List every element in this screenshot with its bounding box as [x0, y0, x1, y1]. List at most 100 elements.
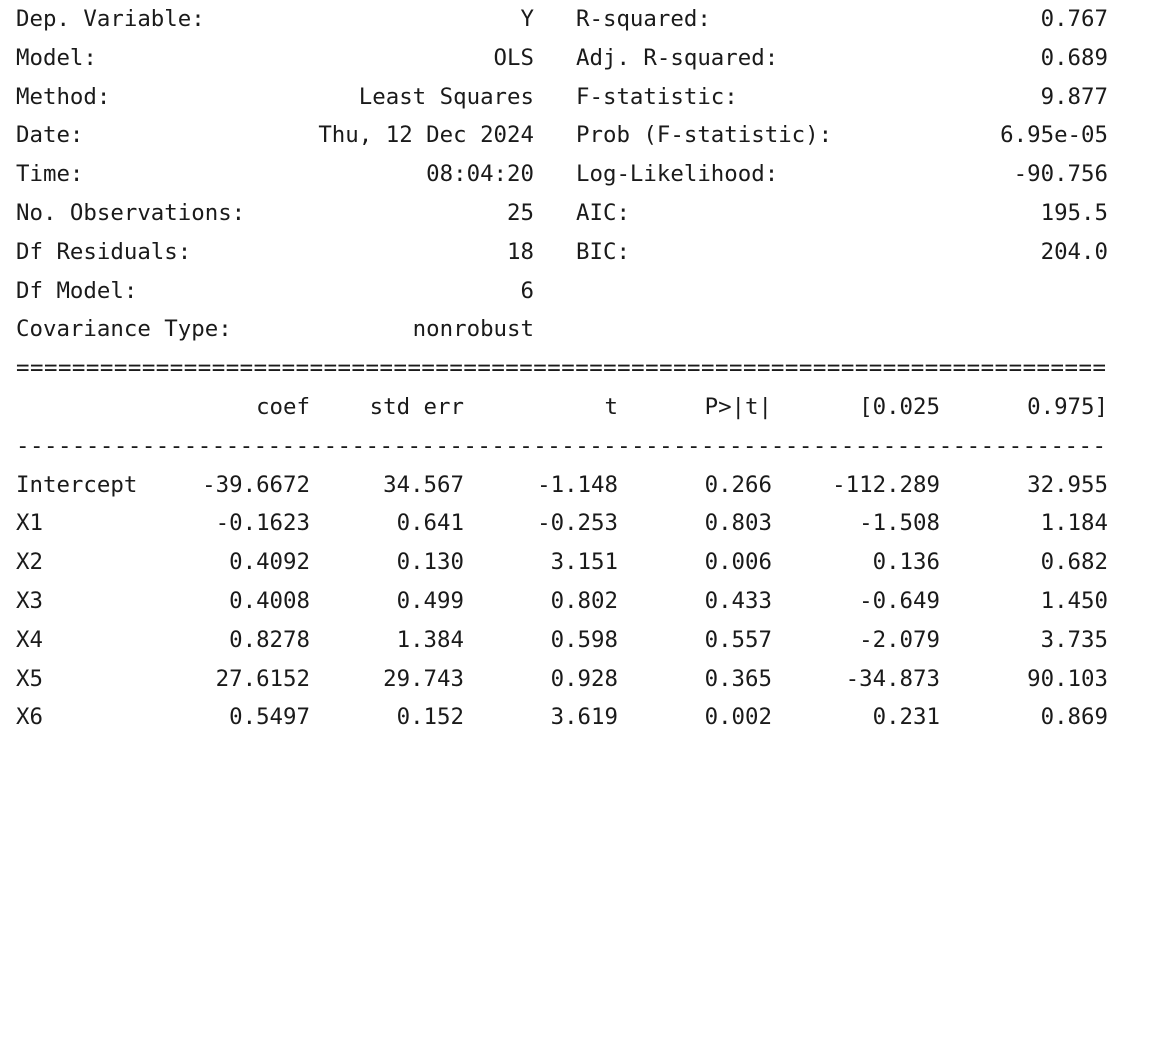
- header-ci-low: [0.025: [859, 394, 940, 420]
- row-coef: 0.5497: [229, 704, 310, 731]
- row-ci-low: -112.289: [832, 471, 940, 498]
- row-std-err: 0.499: [396, 588, 464, 614]
- summary-label: F-statistic:: [576, 83, 738, 110]
- row-ci-low: 0.136: [872, 549, 940, 576]
- row-t: 0.802: [550, 588, 618, 614]
- row-ci-high: 0.682: [1040, 549, 1108, 576]
- summary-label: No. Observations:: [16, 200, 246, 226]
- coef-row: X1 -0.1623 0.641 -0.253 0.803 -1.508 1.1…: [0, 504, 1149, 543]
- row-coef: 0.4092: [229, 549, 310, 576]
- row-coef: -0.1623: [215, 510, 310, 537]
- single-rule: ----------------------------------------…: [16, 432, 1107, 459]
- summary-row: Time: 08:04:20 Log-Likelihood: -90.756: [0, 155, 1149, 194]
- summary-row: Df Model: 6: [0, 272, 1149, 311]
- header-p: P>|t|: [704, 394, 772, 420]
- header-ci-high: 0.975]: [1027, 394, 1108, 420]
- row-std-err: 1.384: [396, 626, 464, 653]
- summary-label: Method:: [16, 83, 111, 110]
- row-ci-low: -34.873: [845, 665, 940, 692]
- header-coef: coef: [256, 394, 310, 420]
- summary-value: -90.756: [1013, 161, 1108, 188]
- row-t: -1.148: [537, 471, 618, 498]
- row-p: 0.365: [704, 665, 772, 692]
- row-name: X4: [16, 626, 43, 653]
- summary-row: Covariance Type: nonrobust: [0, 310, 1149, 349]
- row-std-err: 34.567: [383, 471, 464, 498]
- row-ci-high: 3.735: [1040, 626, 1108, 653]
- summary-value: 204.0: [1040, 238, 1108, 265]
- row-t: 3.619: [550, 704, 618, 731]
- row-std-err: 0.130: [396, 549, 464, 576]
- summary-value: Least Squares: [358, 83, 534, 110]
- row-p: 0.803: [704, 510, 772, 537]
- row-name: X6: [16, 704, 43, 731]
- summary-label: Adj. R-squared:: [576, 44, 779, 71]
- row-ci-high: 90.103: [1027, 665, 1108, 692]
- summary-label: Date:: [16, 122, 84, 149]
- row-coef: -39.6672: [202, 471, 310, 498]
- row-name: X1: [16, 510, 43, 537]
- summary-value: 9.877: [1040, 83, 1108, 110]
- row-ci-low: -2.079: [859, 626, 940, 653]
- summary-label: R-squared:: [576, 6, 711, 32]
- row-ci-high: 1.184: [1040, 510, 1108, 537]
- coef-row: X5 27.6152 29.743 0.928 0.365 -34.873 90…: [0, 660, 1149, 699]
- summary-label: Prob (F-statistic):: [576, 122, 833, 149]
- row-ci-low: 0.231: [872, 704, 940, 731]
- summary-value: 6: [520, 277, 534, 304]
- summary-label: BIC:: [576, 238, 630, 265]
- row-coef: 0.8278: [229, 626, 310, 653]
- double-rule: ========================================…: [16, 355, 1107, 382]
- row-std-err: 0.152: [396, 704, 464, 731]
- summary-value: 18: [507, 238, 534, 265]
- summary-row: Dep. Variable: Y R-squared: 0.767: [0, 0, 1149, 39]
- summary-value: 6.95e-05: [1000, 122, 1108, 149]
- summary-label: Log-Likelihood:: [576, 161, 779, 188]
- header-t: t: [604, 394, 618, 420]
- row-p: 0.002: [704, 704, 772, 731]
- row-name: X3: [16, 588, 43, 614]
- row-t: -0.253: [537, 510, 618, 537]
- summary-value: 25: [507, 200, 534, 226]
- row-coef: 0.4008: [229, 588, 310, 614]
- summary-value: Y: [520, 6, 534, 32]
- coef-row: Intercept -39.6672 34.567 -1.148 0.266 -…: [0, 466, 1149, 505]
- coef-row: X3 0.4008 0.499 0.802 0.433 -0.649 1.450: [0, 582, 1149, 621]
- row-std-err: 29.743: [383, 665, 464, 692]
- row-ci-high: 0.869: [1040, 704, 1108, 731]
- summary-value: nonrobust: [412, 316, 534, 343]
- row-t: 0.598: [550, 626, 618, 653]
- summary-label: Model:: [16, 44, 97, 71]
- summary-value: OLS: [493, 44, 534, 71]
- summary-label: Covariance Type:: [16, 316, 232, 343]
- header-std-err: std err: [369, 394, 464, 420]
- row-coef: 27.6152: [215, 665, 310, 692]
- summary-value: 195.5: [1040, 200, 1108, 226]
- coef-row: X2 0.4092 0.130 3.151 0.006 0.136 0.682: [0, 543, 1149, 582]
- row-name: X5: [16, 665, 43, 692]
- row-p: 0.006: [704, 549, 772, 576]
- summary-row: Date: Thu, 12 Dec 2024 Prob (F-statistic…: [0, 116, 1149, 155]
- summary-row: Model: OLS Adj. R-squared: 0.689: [0, 39, 1149, 78]
- row-ci-low: -1.508: [859, 510, 940, 537]
- row-ci-high: 1.450: [1040, 588, 1108, 614]
- row-ci-low: -0.649: [859, 588, 940, 614]
- coef-header-row: coef std err t P>|t| [0.025 0.975]: [0, 388, 1149, 427]
- row-name: Intercept: [16, 471, 138, 498]
- row-p: 0.433: [704, 588, 772, 614]
- row-ci-high: 32.955: [1027, 471, 1108, 498]
- row-p: 0.266: [704, 471, 772, 498]
- row-p: 0.557: [704, 626, 772, 653]
- summary-row: Df Residuals: 18 BIC: 204.0: [0, 233, 1149, 272]
- row-t: 0.928: [550, 665, 618, 692]
- summary-value: 0.767: [1040, 6, 1108, 32]
- row-std-err: 0.641: [396, 510, 464, 537]
- summary-label: AIC:: [576, 200, 630, 226]
- row-t: 3.151: [550, 549, 618, 576]
- coef-row: X4 0.8278 1.384 0.598 0.557 -2.079 3.735: [0, 621, 1149, 660]
- coef-row: X6 0.5497 0.152 3.619 0.002 0.231 0.869: [0, 698, 1149, 737]
- row-name: X2: [16, 549, 43, 576]
- summary-label: Dep. Variable:: [16, 6, 205, 32]
- summary-label: Time:: [16, 161, 84, 188]
- summary-row: Method: Least Squares F-statistic: 9.877: [0, 78, 1149, 117]
